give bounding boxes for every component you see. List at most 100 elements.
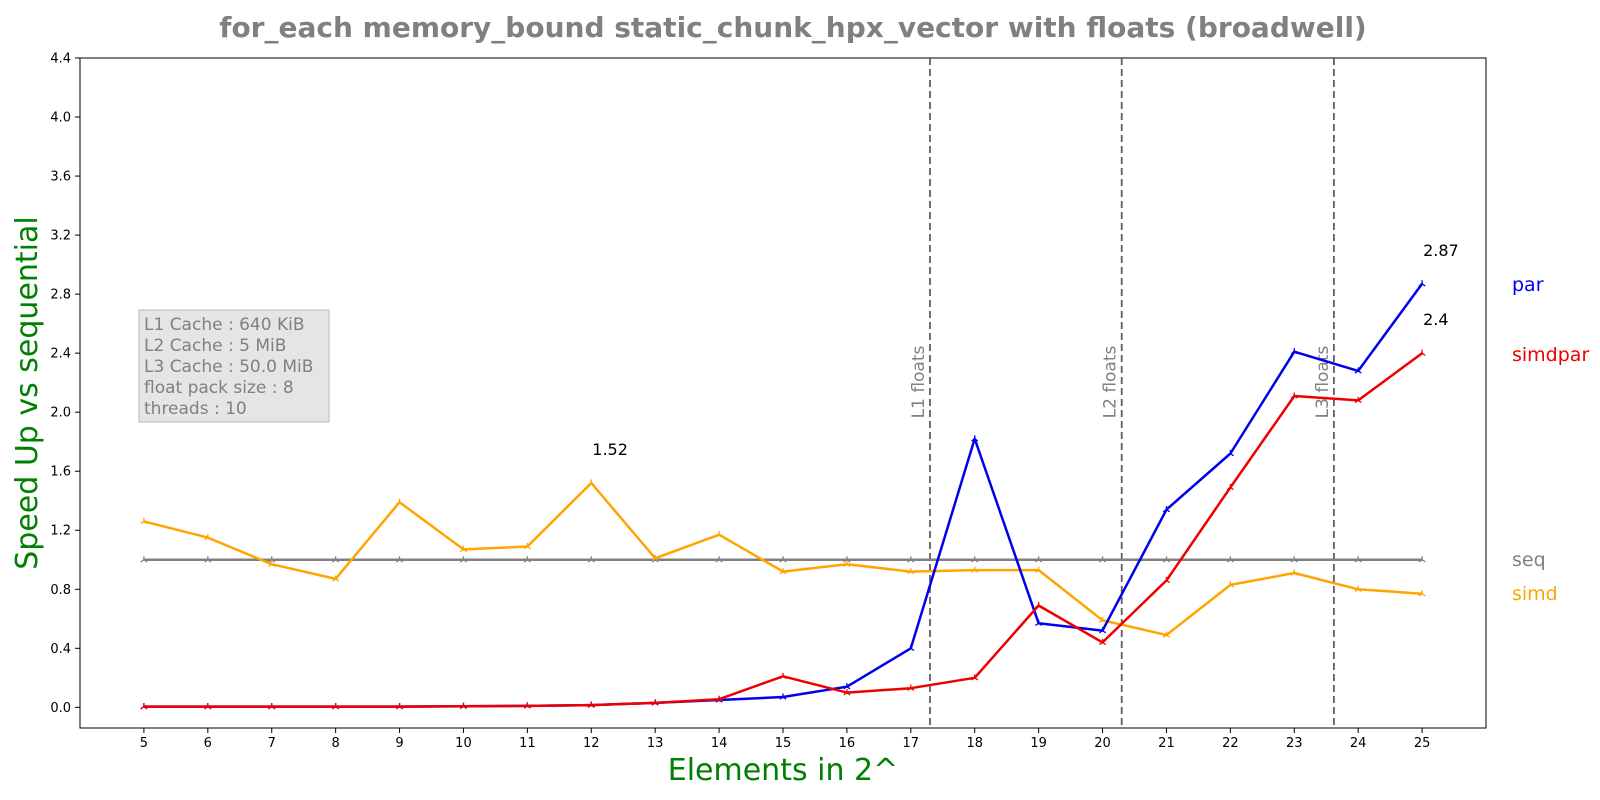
data-point-seq <box>332 556 340 563</box>
data-point-simdpar <box>140 703 148 710</box>
data-point-seq <box>715 556 723 563</box>
data-point-seq <box>395 556 404 563</box>
x-tick-label: 15 <box>775 736 792 751</box>
data-point-simd <box>1418 590 1426 597</box>
data-point-simdpar <box>651 699 659 706</box>
data-point-simd <box>1290 569 1298 576</box>
data-point-simd <box>651 554 659 562</box>
y-tick-label: 2.0 <box>50 406 71 421</box>
data-point-par <box>779 693 787 700</box>
legend-simd: simd <box>1512 583 1558 605</box>
data-point-simdpar <box>843 689 851 696</box>
info-box: L1 Cache : 640 KiB L2 Cache : 5 MiB L3 C… <box>138 309 330 423</box>
data-point-seq <box>1418 556 1426 563</box>
data-point-simd <box>1226 581 1234 588</box>
data-point-par <box>1035 619 1043 626</box>
y-tick-label: 2.4 <box>50 347 71 362</box>
data-point-seq <box>523 556 531 563</box>
data-point-simdpar <box>1162 576 1171 584</box>
data-point-simdpar <box>204 703 212 710</box>
x-tick-label: 23 <box>1286 736 1303 751</box>
x-tick-label: 7 <box>268 736 276 751</box>
data-point-simdpar <box>1418 349 1426 356</box>
data-point-simdpar <box>907 684 915 691</box>
data-point-simd <box>204 534 212 541</box>
legend: par simdpar seq simd <box>1512 274 1589 605</box>
x-tick-label: 9 <box>395 736 403 751</box>
data-point-par <box>907 644 915 652</box>
info-threads: threads : 10 <box>144 399 247 419</box>
data-point-simd <box>907 568 915 575</box>
legend-seq: seq <box>1512 549 1546 571</box>
data-point-simdpar <box>459 702 468 710</box>
data-point-simd <box>971 566 979 573</box>
data-point-simd <box>587 479 595 486</box>
data-point-seq <box>907 556 915 563</box>
data-point-simd <box>1035 566 1043 573</box>
data-point-simd <box>1162 631 1171 638</box>
y-tick-label: 2.8 <box>50 288 71 303</box>
info-l2-cache: L2 Cache : 5 MiB <box>144 336 286 356</box>
data-point-par <box>1418 280 1426 287</box>
x-axis-label: Elements in 2^ <box>668 753 898 788</box>
data-point-simdpar <box>1290 392 1298 399</box>
y-tick-label: 1.6 <box>50 465 71 480</box>
x-tick-label: 12 <box>583 736 600 751</box>
data-point-simdpar <box>332 703 340 710</box>
data-point-par <box>971 435 979 442</box>
y-tick-label: 0.4 <box>50 642 71 657</box>
info-float-pack: float pack size : 8 <box>144 378 294 398</box>
data-point-seq <box>587 556 595 563</box>
x-tick-label: 16 <box>839 736 856 751</box>
y-axis: 0.0 0.4 0.8 1.2 1.6 2.0 2.4 2.8 3.2 3.6 4.0 4.4 <box>50 52 80 716</box>
data-point-seq <box>1098 556 1107 563</box>
x-tick-label: 17 <box>903 736 920 751</box>
data-point-seq <box>1162 556 1171 563</box>
data-annotation: 2.87 <box>1423 241 1459 260</box>
data-point-seq <box>1035 556 1043 563</box>
data-point-seq <box>204 556 212 563</box>
y-tick-label: 3.2 <box>50 229 71 244</box>
data-point-simd <box>332 575 340 582</box>
legend-par: par <box>1512 274 1544 296</box>
chart-title: for_each memory_bound static_chunk_hpx_v… <box>219 11 1366 44</box>
x-tick-label: 21 <box>1158 736 1175 751</box>
data-point-simdpar <box>1226 483 1234 491</box>
data-point-simd <box>523 542 531 550</box>
data-point-simdpar <box>715 695 723 702</box>
data-point-par <box>1098 627 1107 634</box>
cache-line-label: L3 floats <box>1313 345 1333 418</box>
y-tick-label: 0.0 <box>50 701 71 716</box>
x-tick-label: 19 <box>1030 736 1047 751</box>
data-point-simd <box>459 545 468 553</box>
data-point-simdpar <box>268 703 276 710</box>
data-point-par <box>1354 367 1362 374</box>
data-point-seq <box>1226 556 1234 563</box>
y-tick-label: 1.2 <box>50 524 71 539</box>
data-point-simdpar <box>1098 638 1107 646</box>
data-point-simd <box>843 560 851 567</box>
data-point-seq <box>779 556 787 563</box>
x-tick-label: 8 <box>331 736 339 751</box>
data-point-simd <box>715 531 723 538</box>
annotations: 1.52 2.87 2.4 <box>592 241 1458 459</box>
data-point-simdpar <box>779 672 787 680</box>
data-point-par <box>1162 506 1171 513</box>
data-point-seq <box>971 556 979 563</box>
cache-line-label: L2 floats <box>1101 345 1121 418</box>
x-tick-label: 22 <box>1222 736 1239 751</box>
data-point-par <box>843 683 851 690</box>
data-point-simdpar <box>971 674 979 681</box>
x-tick-label: 14 <box>711 736 728 751</box>
data-point-simd <box>1098 616 1107 624</box>
data-point-simd <box>268 560 276 567</box>
x-tick-label: 18 <box>966 736 983 751</box>
data-point-simd <box>395 498 404 505</box>
data-point-par <box>1290 348 1298 355</box>
data-point-simd <box>779 568 787 575</box>
data-point-simdpar <box>587 701 595 708</box>
data-point-simdpar <box>395 703 404 710</box>
data-annotation: 2.4 <box>1423 310 1448 329</box>
x-tick-label: 10 <box>455 736 472 751</box>
